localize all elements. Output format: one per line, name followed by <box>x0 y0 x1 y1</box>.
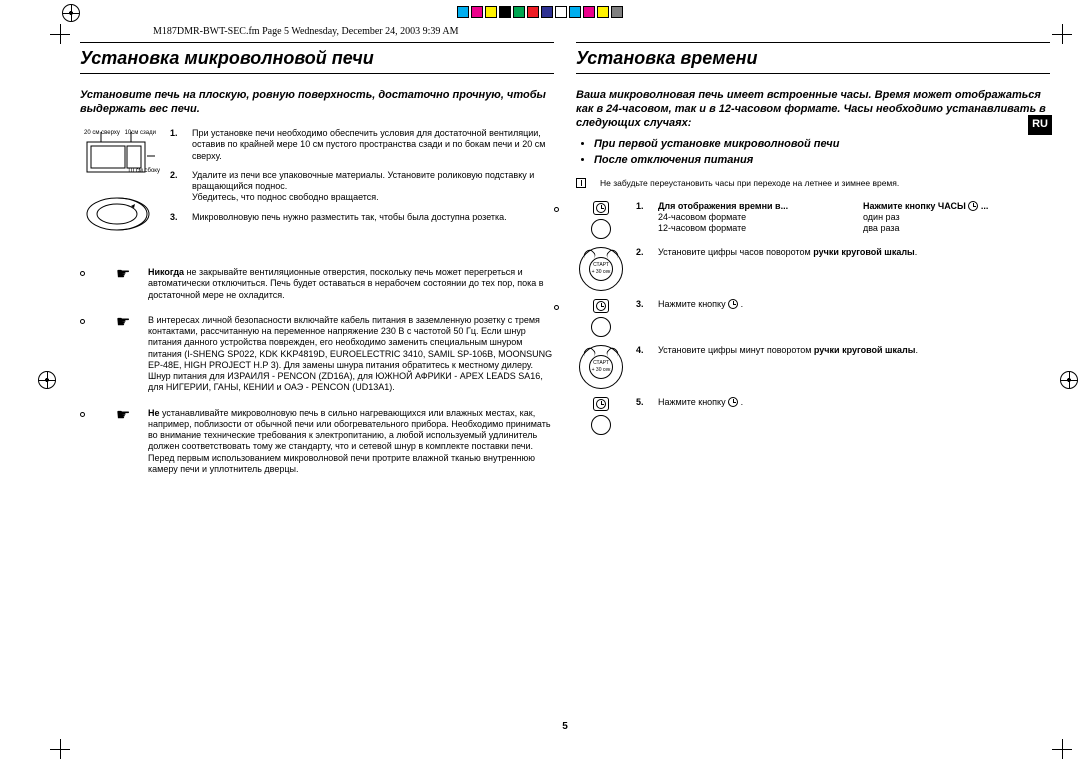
clock-icon <box>596 203 606 213</box>
color-swatch <box>513 6 525 18</box>
color-swatch <box>499 6 511 18</box>
page-number: 5 <box>80 721 1050 734</box>
page-body: RU Установка микроволновой печи Установи… <box>80 42 1050 733</box>
oven-clearance-diagram: 20 см сверху 10см сзади 10 см сбоку <box>80 128 160 253</box>
dial-diagram: СТАРТ+ 30 сек <box>576 345 626 389</box>
warning-bold: Никогда <box>148 267 184 277</box>
color-swatch <box>527 6 539 18</box>
right-column: Установка времени Ваша микроволновая печ… <box>576 42 1050 733</box>
button-diagram <box>576 201 626 239</box>
clock-icon <box>596 399 606 409</box>
language-tab: RU <box>1028 115 1052 135</box>
color-swatch <box>569 6 581 18</box>
diagram-label: 20 см сверху <box>84 130 120 138</box>
color-swatch <box>541 6 553 18</box>
case-item: После отключения питания <box>594 154 1050 168</box>
heading-set-time: Установка времени <box>576 42 1050 74</box>
table-cell: 12-часовом формате <box>658 223 845 234</box>
note: Не забудьте переустановить часы при пере… <box>576 178 1050 189</box>
warning-text: устанавливайте микроволновую печь в силь… <box>148 408 551 474</box>
table-header: Для отображения времни в... <box>658 201 845 212</box>
table-header: Нажмите кнопку ЧАСЫ <box>863 201 966 211</box>
step-text: Установите цифры часов поворотом <box>658 247 813 257</box>
warning-item: ☛ В интересах личной безопасности включа… <box>116 315 554 394</box>
color-swatch <box>597 6 609 18</box>
pointing-hand-icon: ☛ <box>116 315 136 394</box>
time-intro: Ваша микроволновая печь имеет встроенные… <box>576 88 1050 131</box>
table-cell: 24-часовом формате <box>658 212 845 223</box>
step-text: Нажмите кнопку <box>658 299 728 309</box>
color-swatch <box>471 6 483 18</box>
color-swatch <box>555 6 567 18</box>
diagram-label: 10 см сбоку <box>127 168 160 174</box>
clock-icon <box>728 299 738 309</box>
button-diagram <box>576 299 626 337</box>
warning-text: не закрывайте вентиляционные отверстия, … <box>148 267 544 300</box>
color-swatch <box>485 6 497 18</box>
step-text: . <box>915 345 918 355</box>
warning-item: ☛ Не устанавливайте микроволновую печь в… <box>116 408 554 476</box>
clock-icon <box>596 301 606 311</box>
heading-install-oven: Установка микроволновой печи <box>80 42 554 74</box>
install-step-text: Удалите из печи все упаковочные материал… <box>192 170 554 204</box>
step-text: . <box>915 247 918 257</box>
step-bold: ручки круговой шкалы <box>813 247 915 257</box>
left-column: Установка микроволновой печи Установите … <box>80 42 554 733</box>
table-cell: два раза <box>863 223 1050 234</box>
clock-icon <box>728 397 738 407</box>
registration-mark <box>38 371 56 389</box>
color-swatch <box>583 6 595 18</box>
install-step-text: При установке печи необходимо обеспечить… <box>192 128 554 162</box>
button-diagram <box>576 397 626 435</box>
warning-text: В интересах личной безопасности включайт… <box>148 315 552 393</box>
step-bold: ручки круговой шкалы <box>814 345 916 355</box>
warning-item: ☛ Никогда не закрывайте вентиляционные о… <box>116 267 554 301</box>
warning-bold: Не <box>148 408 160 418</box>
step-text: Установите цифры минут поворотом <box>658 345 814 355</box>
running-header: M187DMR-BWT-SEC.fm Page 5 Wednesday, Dec… <box>153 26 458 39</box>
note-text: Не забудьте переустановить часы при пере… <box>600 178 899 189</box>
color-swatch <box>611 6 623 18</box>
pointing-hand-icon: ☛ <box>116 267 136 301</box>
color-swatch <box>457 6 469 18</box>
cases-list: При первой установке микроволновой печи … <box>576 138 1050 168</box>
clock-icon <box>968 201 978 211</box>
crop-mark <box>50 24 70 44</box>
registration-mark <box>1060 371 1078 389</box>
time-steps: 1. Для отображения времни в... Нажмите к… <box>576 201 1050 435</box>
color-bar <box>0 6 1080 20</box>
crop-mark <box>1052 24 1072 44</box>
install-step-text: Микроволновую печь нужно разместить так,… <box>192 212 554 223</box>
dial-diagram: СТАРТ+ 30 сек <box>576 247 626 291</box>
install-steps: 1.При установке печи необходимо обеспечи… <box>170 128 554 253</box>
crop-mark <box>1052 739 1072 759</box>
table-cell: один раз <box>863 212 1050 223</box>
crop-mark <box>50 739 70 759</box>
install-intro: Установите печь на плоскую, ровную повер… <box>80 88 554 117</box>
step-text: Нажмите кнопку <box>658 397 728 407</box>
pointing-hand-icon: ☛ <box>116 408 136 476</box>
diagram-label: 10см сзади <box>125 130 156 138</box>
case-item: При первой установке микроволновой печи <box>594 138 1050 152</box>
note-icon <box>576 178 586 188</box>
